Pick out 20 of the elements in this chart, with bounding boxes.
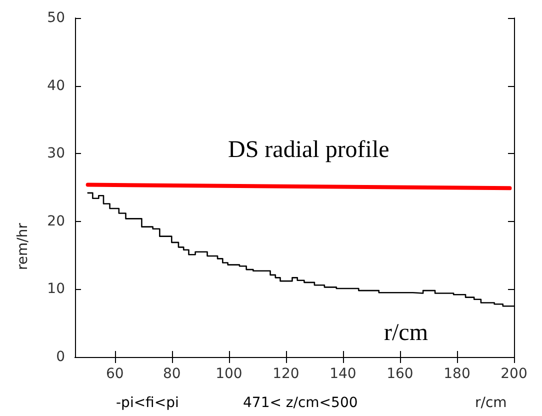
annotation: DS radial profile <box>228 137 390 163</box>
x-tick-label: 200 <box>500 366 528 382</box>
text: -pi<fi<pi <box>116 395 179 411</box>
x-tick-label: 120 <box>272 366 300 382</box>
x-tick-label: 100 <box>216 366 242 382</box>
annotation: r/cm <box>384 320 428 346</box>
x-tick-label: 180 <box>444 366 470 382</box>
y-tick-label: 40 <box>47 78 65 94</box>
y-tick-label: 20 <box>47 213 65 230</box>
y-tick-label: 10 <box>47 281 65 298</box>
x-tick-label: 80 <box>163 366 181 382</box>
x-tick-label: 140 <box>330 366 356 382</box>
x-axis-title: r/cm <box>475 395 507 411</box>
x-tick-label: 160 <box>386 366 414 382</box>
x-tick-label: 60 <box>106 366 124 382</box>
y-tick-label: 30 <box>47 146 65 162</box>
y-tick-label: 0 <box>56 349 65 365</box>
y-axis-title: rem/hr <box>15 222 31 270</box>
text: 471< z/cm<500 <box>243 395 358 411</box>
y-tick-label: 50 <box>47 10 65 26</box>
